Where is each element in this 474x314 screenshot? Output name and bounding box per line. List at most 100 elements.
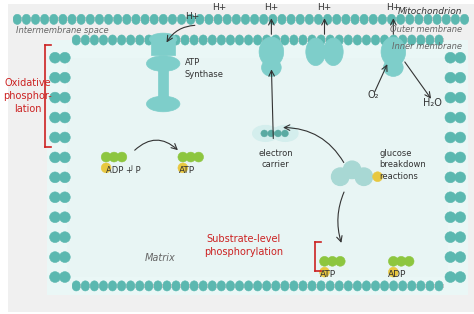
Circle shape: [408, 281, 416, 289]
Circle shape: [399, 281, 407, 289]
Circle shape: [86, 14, 94, 22]
Text: i: i: [131, 165, 133, 171]
Circle shape: [363, 35, 370, 43]
Circle shape: [50, 192, 60, 203]
Circle shape: [114, 17, 121, 24]
Circle shape: [32, 17, 39, 24]
Circle shape: [100, 283, 107, 291]
Circle shape: [455, 92, 465, 103]
Circle shape: [287, 14, 295, 22]
Circle shape: [326, 283, 334, 291]
Circle shape: [105, 14, 112, 22]
Circle shape: [50, 172, 60, 183]
Circle shape: [22, 14, 30, 22]
Circle shape: [181, 281, 189, 289]
Ellipse shape: [262, 59, 281, 76]
Circle shape: [424, 17, 432, 24]
Circle shape: [445, 232, 456, 243]
Circle shape: [13, 14, 21, 22]
Circle shape: [127, 283, 135, 291]
Circle shape: [335, 35, 343, 43]
Circle shape: [455, 232, 465, 243]
Circle shape: [109, 37, 117, 45]
Circle shape: [319, 257, 329, 266]
Circle shape: [455, 212, 465, 223]
Circle shape: [369, 14, 377, 22]
Circle shape: [278, 14, 286, 22]
Circle shape: [13, 17, 21, 24]
Circle shape: [397, 17, 404, 24]
Circle shape: [196, 17, 204, 24]
Circle shape: [68, 17, 76, 24]
Circle shape: [227, 37, 234, 45]
Circle shape: [50, 232, 60, 243]
Circle shape: [132, 17, 140, 24]
Circle shape: [109, 35, 117, 43]
Circle shape: [445, 172, 456, 183]
Circle shape: [251, 14, 258, 22]
Circle shape: [261, 130, 268, 137]
Circle shape: [209, 281, 216, 289]
Bar: [72, 38, 444, 42]
Circle shape: [50, 14, 58, 22]
Circle shape: [281, 281, 289, 289]
Circle shape: [123, 17, 131, 24]
Circle shape: [242, 17, 249, 24]
Circle shape: [435, 281, 443, 289]
Circle shape: [59, 172, 70, 183]
Circle shape: [73, 37, 80, 45]
Circle shape: [452, 14, 459, 22]
Circle shape: [109, 152, 119, 162]
Circle shape: [118, 283, 126, 291]
Circle shape: [227, 35, 234, 43]
Circle shape: [282, 130, 288, 137]
Circle shape: [426, 281, 434, 289]
Circle shape: [354, 37, 361, 45]
Circle shape: [296, 14, 304, 22]
Circle shape: [355, 168, 373, 186]
Circle shape: [455, 152, 465, 163]
Circle shape: [308, 283, 316, 291]
Circle shape: [169, 17, 176, 24]
Circle shape: [461, 14, 468, 22]
Circle shape: [181, 35, 189, 43]
Bar: [151, 39, 175, 55]
Circle shape: [381, 35, 389, 43]
Circle shape: [317, 37, 325, 45]
Circle shape: [452, 17, 459, 24]
Circle shape: [245, 283, 253, 291]
Circle shape: [263, 283, 271, 291]
Circle shape: [308, 35, 316, 43]
Circle shape: [290, 281, 298, 289]
Circle shape: [109, 281, 117, 289]
Circle shape: [50, 72, 60, 83]
Ellipse shape: [253, 126, 278, 141]
Circle shape: [281, 37, 289, 45]
Text: Mitochondrion: Mitochondrion: [398, 7, 462, 16]
Ellipse shape: [259, 37, 283, 67]
Circle shape: [315, 17, 322, 24]
Circle shape: [269, 14, 277, 22]
Circle shape: [145, 283, 153, 291]
Circle shape: [399, 37, 407, 45]
Circle shape: [272, 35, 280, 43]
Circle shape: [127, 281, 135, 289]
Circle shape: [181, 37, 189, 45]
Circle shape: [426, 37, 434, 45]
Text: H₂O: H₂O: [423, 98, 442, 108]
Circle shape: [455, 72, 465, 83]
Circle shape: [319, 267, 329, 277]
Circle shape: [223, 17, 231, 24]
Circle shape: [445, 192, 456, 203]
Circle shape: [308, 281, 316, 289]
Ellipse shape: [324, 38, 343, 66]
Circle shape: [77, 17, 85, 24]
Circle shape: [154, 35, 162, 43]
Circle shape: [178, 152, 188, 162]
Circle shape: [199, 37, 207, 45]
Text: Outer membrane: Outer membrane: [390, 25, 462, 34]
Circle shape: [136, 281, 144, 289]
Circle shape: [455, 172, 465, 183]
Ellipse shape: [146, 56, 180, 72]
Circle shape: [290, 37, 298, 45]
